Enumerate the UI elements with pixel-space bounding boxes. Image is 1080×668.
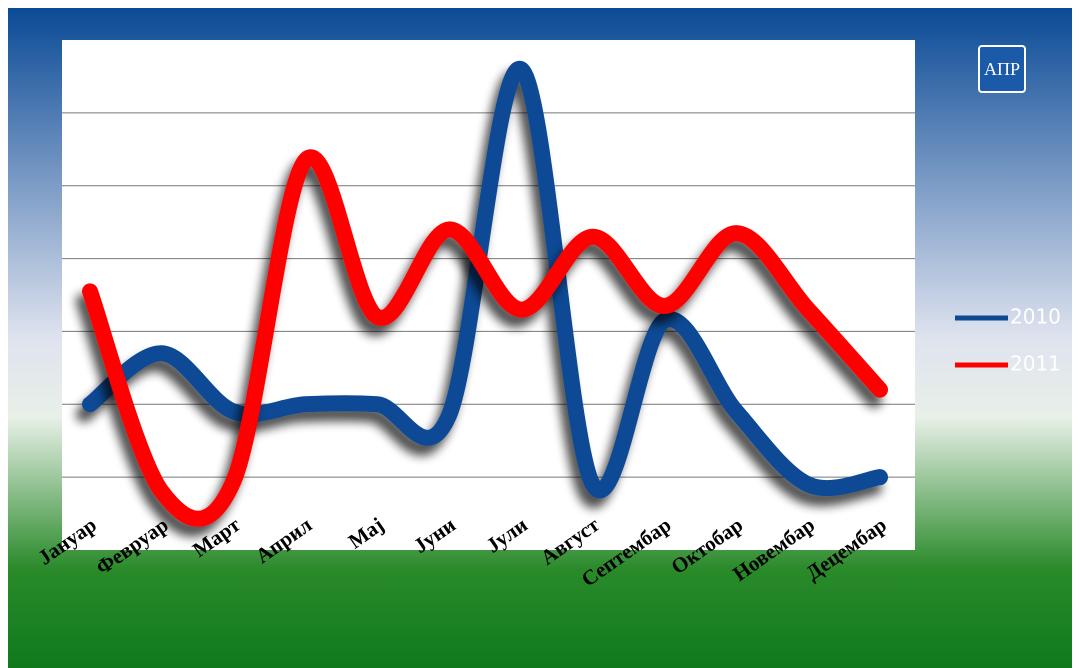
legend-label: 2010	[1010, 305, 1061, 329]
legend-label: 2011	[1010, 352, 1061, 376]
logo-text: АПР	[984, 59, 1020, 79]
logo: АПР	[978, 45, 1026, 93]
series-line	[82, 149, 888, 527]
